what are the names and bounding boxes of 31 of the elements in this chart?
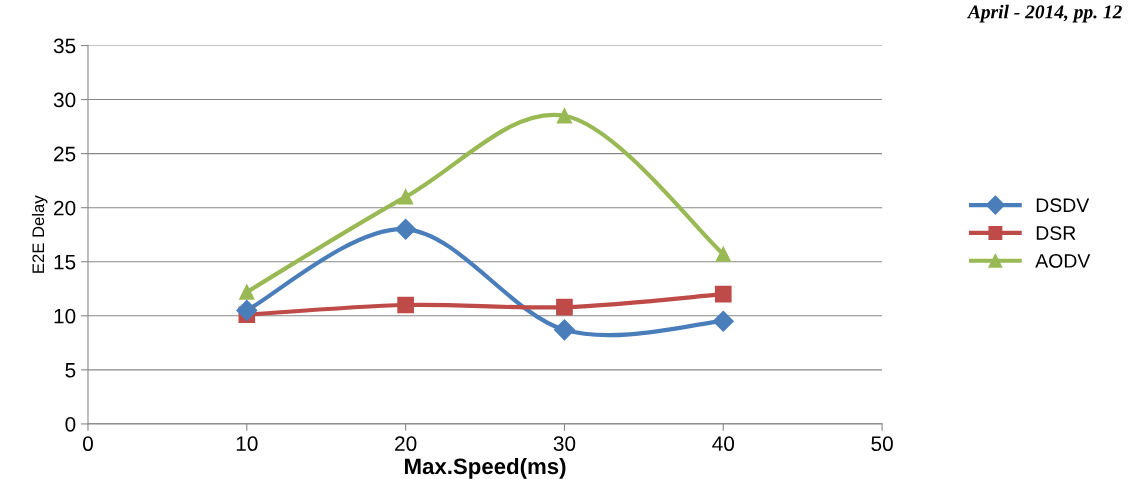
point: [397, 296, 414, 314]
point: [714, 285, 732, 303]
point: [239, 284, 255, 300]
y-tick-label: 0: [65, 416, 76, 432]
point: [556, 298, 573, 316]
point: [712, 310, 734, 332]
point: [715, 246, 731, 262]
x-tick-label: 20: [395, 436, 417, 452]
y-tick-label: 35: [53, 38, 76, 54]
legend-label: DSR: [1036, 226, 1076, 240]
text: April - 2014, pp. 12: [966, 4, 1122, 23]
y-tick-label: 20: [54, 200, 76, 216]
y-axis-title: E2E Delay: [31, 195, 48, 273]
point: [556, 108, 573, 124]
legend-label: DSDV: [1036, 198, 1090, 213]
x-tick-label: 50: [871, 436, 893, 452]
x-tick-label: 10: [236, 436, 258, 452]
x-tick-label: 30: [553, 436, 576, 452]
point: [395, 218, 417, 240]
y-tick-label: 25: [54, 146, 76, 162]
y-tick-label: 10: [54, 308, 76, 324]
y-tick-label: 30: [53, 92, 76, 108]
x-tick-label: 0: [83, 436, 93, 452]
point: [236, 299, 258, 321]
legend-label: AODV: [1035, 254, 1091, 268]
y-tick-label: 15: [54, 254, 76, 270]
point: [397, 189, 414, 205]
y-tick-label: 5: [65, 363, 76, 378]
point: [553, 319, 575, 341]
x-axis-title: Max.Speed(ms): [405, 457, 566, 479]
x-tick-label: 40: [712, 436, 735, 452]
